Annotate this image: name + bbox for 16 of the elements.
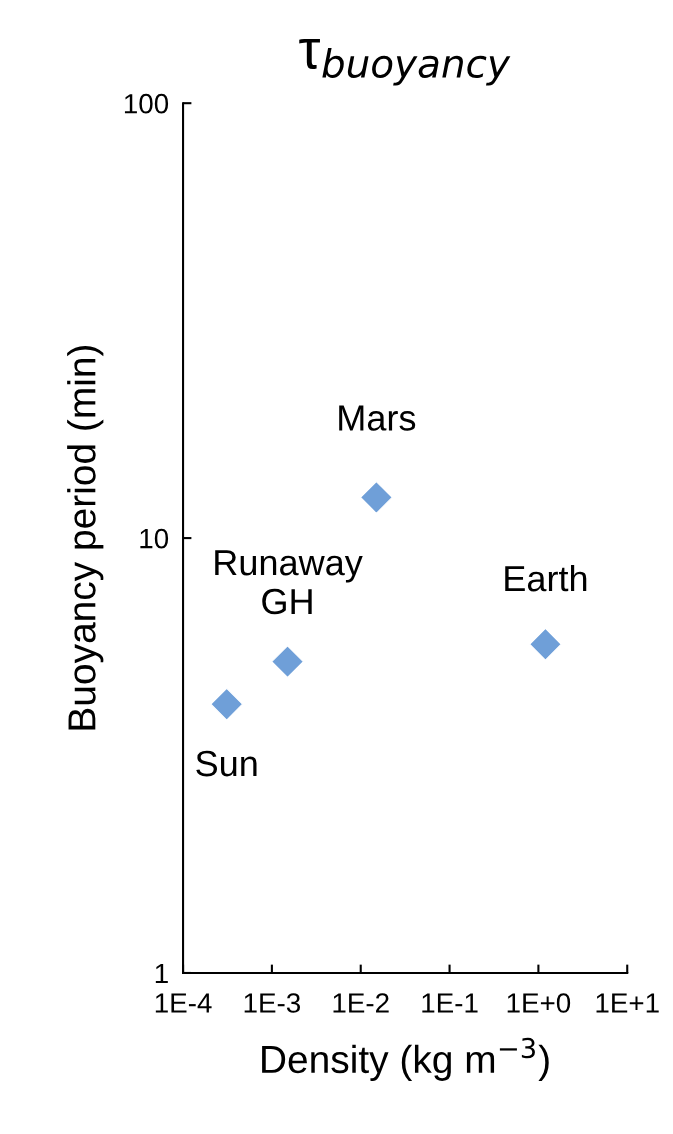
chart-title: τ$_{buoyancy}$ bbox=[299, 39, 511, 86]
x-tick-label: 1E+1 bbox=[596, 993, 659, 1013]
x-tick-label: 1E-3 bbox=[244, 993, 301, 1013]
x-axis-title: Density (kg m$^{−3}$) bbox=[262, 1037, 549, 1081]
x-tick-label: 1E+0 bbox=[507, 993, 571, 1013]
annotation: Mars bbox=[339, 405, 416, 431]
annotation: Sun bbox=[196, 750, 257, 777]
annotation: Runaway GH bbox=[215, 550, 363, 615]
x-tick-label: 1E-1 bbox=[422, 993, 478, 1013]
x-tick-label: 1E-4 bbox=[155, 993, 212, 1013]
annotation: Earth bbox=[505, 564, 587, 592]
y-tick-label: 1 bbox=[155, 963, 168, 984]
x-tick-label: 1E-2 bbox=[333, 993, 389, 1013]
y-tick-label: 10 bbox=[140, 528, 169, 549]
y-axis-title: Buoyancy period (min) bbox=[67, 345, 104, 730]
y-tick-label: 100 bbox=[124, 93, 169, 114]
